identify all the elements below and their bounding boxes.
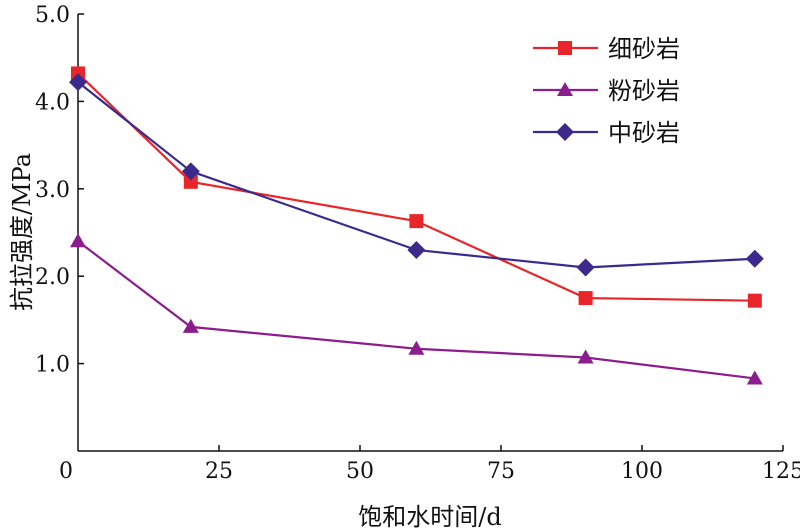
data-point xyxy=(747,293,762,308)
legend-label: 细砂岩 xyxy=(608,35,680,63)
x-tick-label: 75 xyxy=(487,459,515,484)
legend-item: 细砂岩 xyxy=(533,35,680,63)
origin-label: 0 xyxy=(59,459,73,484)
y-tick-label: 5.0 xyxy=(35,3,70,28)
data-point xyxy=(577,349,594,364)
legend-label: 中砂岩 xyxy=(608,119,680,147)
ticks: 25 50 75 100 125 1.0 2.0 3.0 4.0 5.0 xyxy=(35,3,800,484)
data-point xyxy=(746,370,763,385)
data-point xyxy=(745,249,764,268)
data-point xyxy=(407,240,426,259)
legend-item: 中砂岩 xyxy=(533,119,680,147)
y-tick-label: 4.0 xyxy=(35,90,70,115)
x-axis-label: 饱和水时间/d xyxy=(358,503,501,531)
x-tick-label: 25 xyxy=(205,459,233,484)
data-point xyxy=(578,291,593,306)
legend-item: 粉砂岩 xyxy=(533,77,680,105)
series-group xyxy=(69,66,764,385)
legend-label: 粉砂岩 xyxy=(608,77,680,105)
series-1 xyxy=(71,66,762,308)
data-point xyxy=(183,174,198,189)
y-tick-label: 2.0 xyxy=(35,265,70,290)
series-line xyxy=(77,240,755,380)
data-point xyxy=(576,258,595,277)
series-line xyxy=(77,81,755,269)
series-2 xyxy=(70,233,763,385)
data-point xyxy=(182,318,199,333)
x-tick-label: 50 xyxy=(346,459,374,484)
data-point xyxy=(409,214,424,229)
data-point xyxy=(181,162,200,181)
series-3 xyxy=(69,73,764,277)
data-point xyxy=(70,233,86,248)
data-point xyxy=(408,340,425,355)
x-tick-label: 100 xyxy=(621,459,663,484)
y-axis-label: 抗拉强度/MPa xyxy=(8,153,36,311)
legend-marker xyxy=(558,41,572,55)
data-point xyxy=(69,73,87,92)
legend-marker xyxy=(557,82,573,96)
legend-marker xyxy=(556,123,574,141)
series-line xyxy=(77,72,755,302)
y-tick-label: 1.0 xyxy=(35,353,70,378)
x-tick-label: 125 xyxy=(762,459,800,484)
y-tick-label: 3.0 xyxy=(35,178,70,203)
